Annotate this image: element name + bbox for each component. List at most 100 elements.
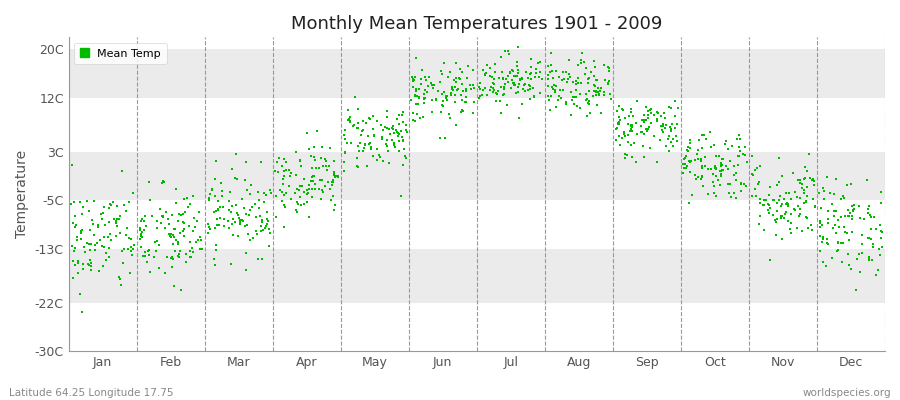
Point [583, 110, 598, 116]
Point [242, 237, 256, 243]
Point [98, 222, 112, 228]
Point [338, 136, 353, 142]
Point [98, 250, 112, 256]
Point [800, 214, 814, 221]
Point [112, 212, 127, 219]
Point [805, 177, 819, 184]
Point [582, 75, 597, 81]
Point [454, 92, 468, 98]
Point [249, 230, 264, 237]
Point [454, 109, 469, 115]
Point [149, 237, 164, 244]
Point [588, 64, 602, 70]
Point [341, 116, 356, 122]
Point [819, 263, 833, 269]
Point [611, 120, 625, 126]
Point [875, 244, 889, 251]
Point [77, 244, 92, 251]
Point [490, 90, 504, 97]
Point [639, 128, 653, 134]
Point [217, 223, 231, 229]
Point [502, 50, 517, 57]
Point [412, 94, 427, 101]
Point [215, 188, 230, 194]
Point [589, 92, 603, 98]
Point [847, 205, 861, 212]
Point [506, 68, 520, 74]
Point [531, 60, 545, 66]
Y-axis label: Temperature: Temperature [15, 150, 29, 238]
Point [66, 258, 80, 264]
Point [107, 216, 122, 222]
Point [258, 192, 273, 199]
Point [770, 207, 784, 214]
Point [783, 226, 797, 232]
Point [187, 214, 202, 221]
Point [99, 257, 113, 264]
Point [582, 88, 597, 94]
Point [174, 287, 188, 294]
Point [367, 132, 382, 138]
Point [668, 125, 682, 131]
Point [171, 238, 185, 245]
Point [85, 216, 99, 223]
Point [446, 85, 460, 91]
Point [467, 99, 482, 105]
Point [676, 161, 690, 168]
Point [491, 88, 506, 94]
Point [343, 118, 357, 124]
Point [553, 86, 567, 93]
Point [704, 144, 718, 151]
Point [752, 220, 767, 227]
Point [703, 129, 717, 135]
Point [269, 214, 284, 220]
Point [852, 214, 867, 221]
Point [158, 270, 172, 276]
Bar [68, 98, 885, 152]
Point [762, 205, 777, 211]
Point [148, 254, 162, 261]
Point [873, 227, 887, 234]
Point [544, 84, 559, 91]
Point [328, 170, 342, 177]
Point [97, 244, 112, 250]
Point [355, 128, 369, 134]
Point [277, 204, 292, 210]
Point [414, 80, 428, 87]
Point [624, 126, 638, 132]
Point [556, 76, 571, 82]
Point [552, 93, 566, 100]
Point [821, 220, 835, 226]
Point [523, 86, 537, 92]
Point [215, 193, 230, 200]
Point [166, 231, 180, 238]
Point [159, 209, 174, 215]
Point [350, 120, 365, 126]
Point [552, 74, 566, 80]
Point [254, 222, 268, 229]
Point [514, 100, 528, 107]
Point [709, 165, 724, 171]
Point [815, 222, 830, 228]
Point [452, 75, 466, 82]
Point [225, 203, 239, 210]
Point [483, 73, 498, 80]
Point [87, 242, 102, 248]
Point [523, 96, 537, 102]
Point [613, 116, 627, 123]
Point [569, 94, 583, 100]
Point [814, 205, 828, 212]
Point [413, 115, 428, 121]
Point [609, 126, 624, 132]
Point [364, 146, 379, 152]
Point [689, 176, 704, 182]
Point [102, 219, 116, 225]
Point [796, 228, 810, 234]
Point [290, 209, 304, 216]
Point [487, 75, 501, 82]
Point [294, 182, 309, 189]
Point [480, 91, 494, 98]
Point [223, 189, 238, 196]
Point [567, 101, 581, 107]
Point [290, 198, 304, 205]
